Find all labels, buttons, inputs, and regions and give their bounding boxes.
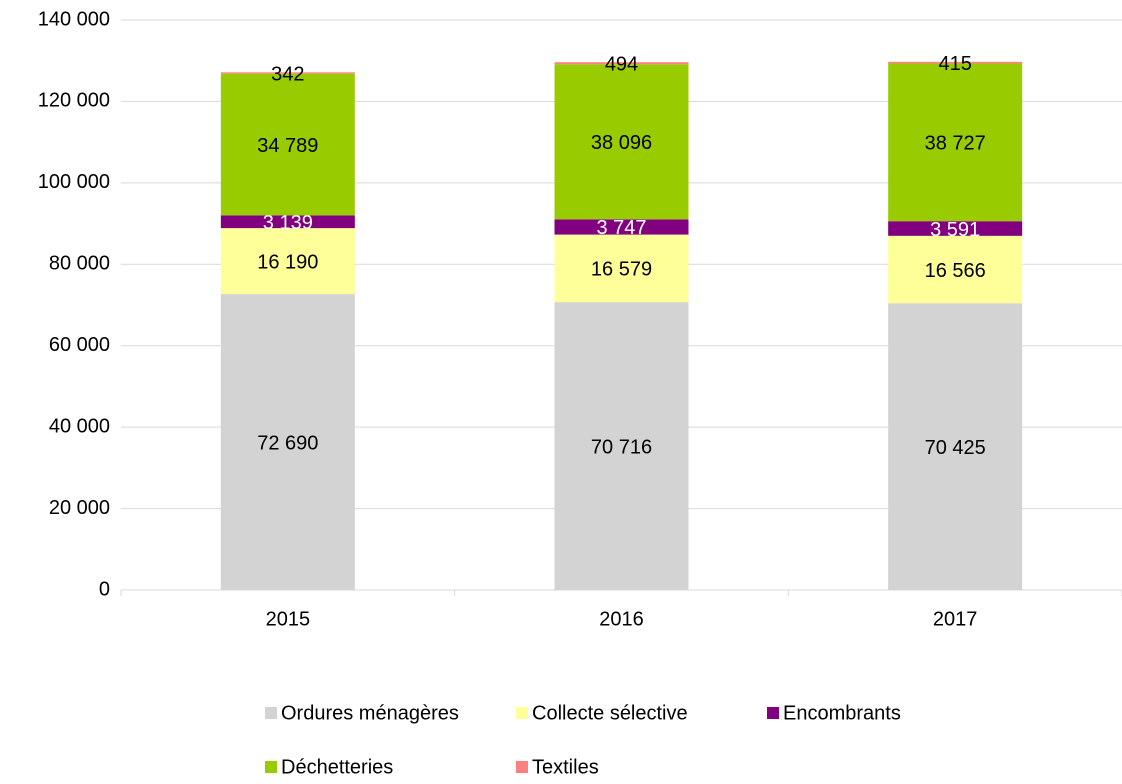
bar-segment	[220, 294, 355, 590]
bar-segment	[554, 219, 689, 235]
bar-segment	[220, 72, 355, 74]
data-label: 38 727	[925, 133, 986, 155]
legend-swatch	[516, 761, 528, 773]
legend-label: Déchetteries	[281, 756, 393, 778]
bar-segment	[888, 61, 1023, 64]
y-tick-label: 0	[99, 578, 110, 600]
bar-segment	[888, 303, 1023, 590]
data-label: 415	[938, 53, 971, 75]
bar-segment	[888, 235, 1023, 304]
bar-segment	[554, 234, 689, 303]
bar-segment	[888, 63, 1023, 222]
y-tick-label: 20 000	[49, 497, 110, 519]
y-tick-label: 60 000	[49, 334, 110, 356]
legend-label: Textiles	[532, 756, 599, 778]
data-label: 70 425	[925, 437, 986, 459]
x-tick-label: 2016	[599, 608, 644, 630]
legend-swatch	[265, 761, 277, 773]
bar-segment	[554, 64, 689, 220]
data-label: 3 139	[263, 212, 313, 234]
data-label: 16 579	[591, 259, 652, 281]
data-label: 494	[605, 53, 638, 75]
bar-segment	[554, 62, 689, 65]
bar-segment	[554, 302, 689, 590]
y-tick-label: 120 000	[38, 90, 110, 112]
data-label: 3 591	[930, 219, 980, 241]
data-label: 16 566	[925, 260, 986, 282]
data-label: 16 190	[257, 251, 318, 273]
x-tick-label: 2015	[266, 608, 311, 630]
data-label: 34 789	[257, 135, 318, 157]
y-tick-label: 40 000	[49, 415, 110, 437]
data-label: 70 716	[591, 436, 652, 458]
bar-segment	[220, 228, 355, 295]
data-label: 342	[271, 63, 304, 85]
x-tick-label: 2017	[933, 608, 978, 630]
y-tick-label: 140 000	[38, 8, 110, 30]
legend-swatch	[767, 707, 779, 719]
legend-swatch	[516, 707, 528, 719]
y-tick-label: 100 000	[38, 171, 110, 193]
legend-label: Encombrants	[783, 702, 901, 724]
legend-label: Collecte sélective	[532, 702, 688, 724]
legend-swatch	[265, 707, 277, 719]
bar-segment	[220, 215, 355, 229]
data-label: 3 747	[596, 217, 646, 239]
y-tick-label: 80 000	[49, 253, 110, 275]
bar-segment	[220, 73, 355, 216]
data-label: 38 096	[591, 132, 652, 154]
data-label: 72 690	[257, 432, 318, 454]
bar-segment	[888, 221, 1023, 236]
legend-label: Ordures ménagères	[281, 702, 459, 724]
